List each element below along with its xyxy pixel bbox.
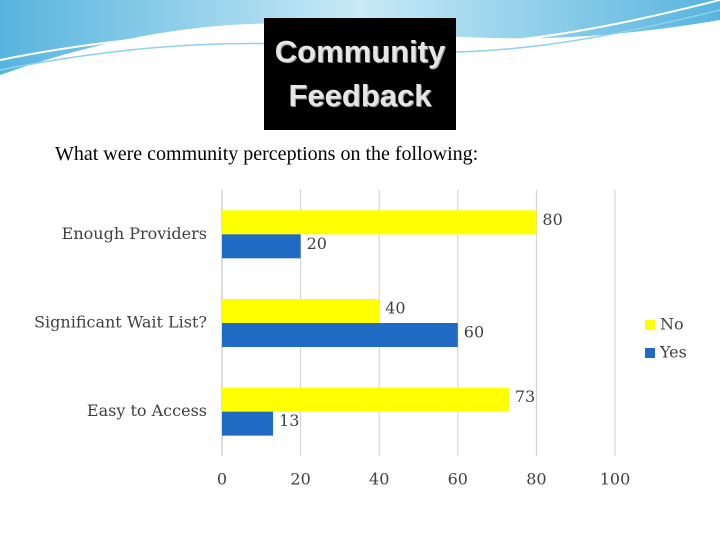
header-wave (0, 0, 720, 75)
bar (222, 323, 458, 347)
legend-swatch (645, 348, 655, 358)
bar (222, 210, 537, 235)
bar (222, 387, 509, 412)
data-label: 13 (279, 411, 299, 430)
bar (222, 234, 301, 259)
x-tick-label: 20 (290, 470, 310, 489)
y-tick-label: Easy to Access (87, 401, 207, 420)
bar (222, 299, 380, 323)
x-tick-label: 0 (217, 470, 227, 489)
title: Community Feedback (264, 18, 456, 130)
data-label: 20 (307, 234, 327, 253)
subtitle: What were community perceptions on the f… (55, 143, 479, 165)
x-tick-label: 60 (448, 470, 468, 489)
legend-label: Yes (659, 343, 687, 362)
x-tick-label: 100 (600, 470, 631, 489)
data-label: 73 (515, 387, 535, 406)
data-label: 80 (542, 210, 562, 229)
data-label: 60 (464, 323, 484, 342)
legend-swatch (645, 320, 655, 330)
x-tick-label: 80 (526, 470, 546, 489)
x-tick-label: 40 (369, 470, 389, 489)
y-tick-label: Significant Wait List? (34, 313, 207, 332)
legend-label: No (660, 315, 684, 334)
bar (222, 411, 274, 436)
y-tick-label: Enough Providers (62, 224, 207, 243)
data-label: 40 (385, 299, 405, 318)
